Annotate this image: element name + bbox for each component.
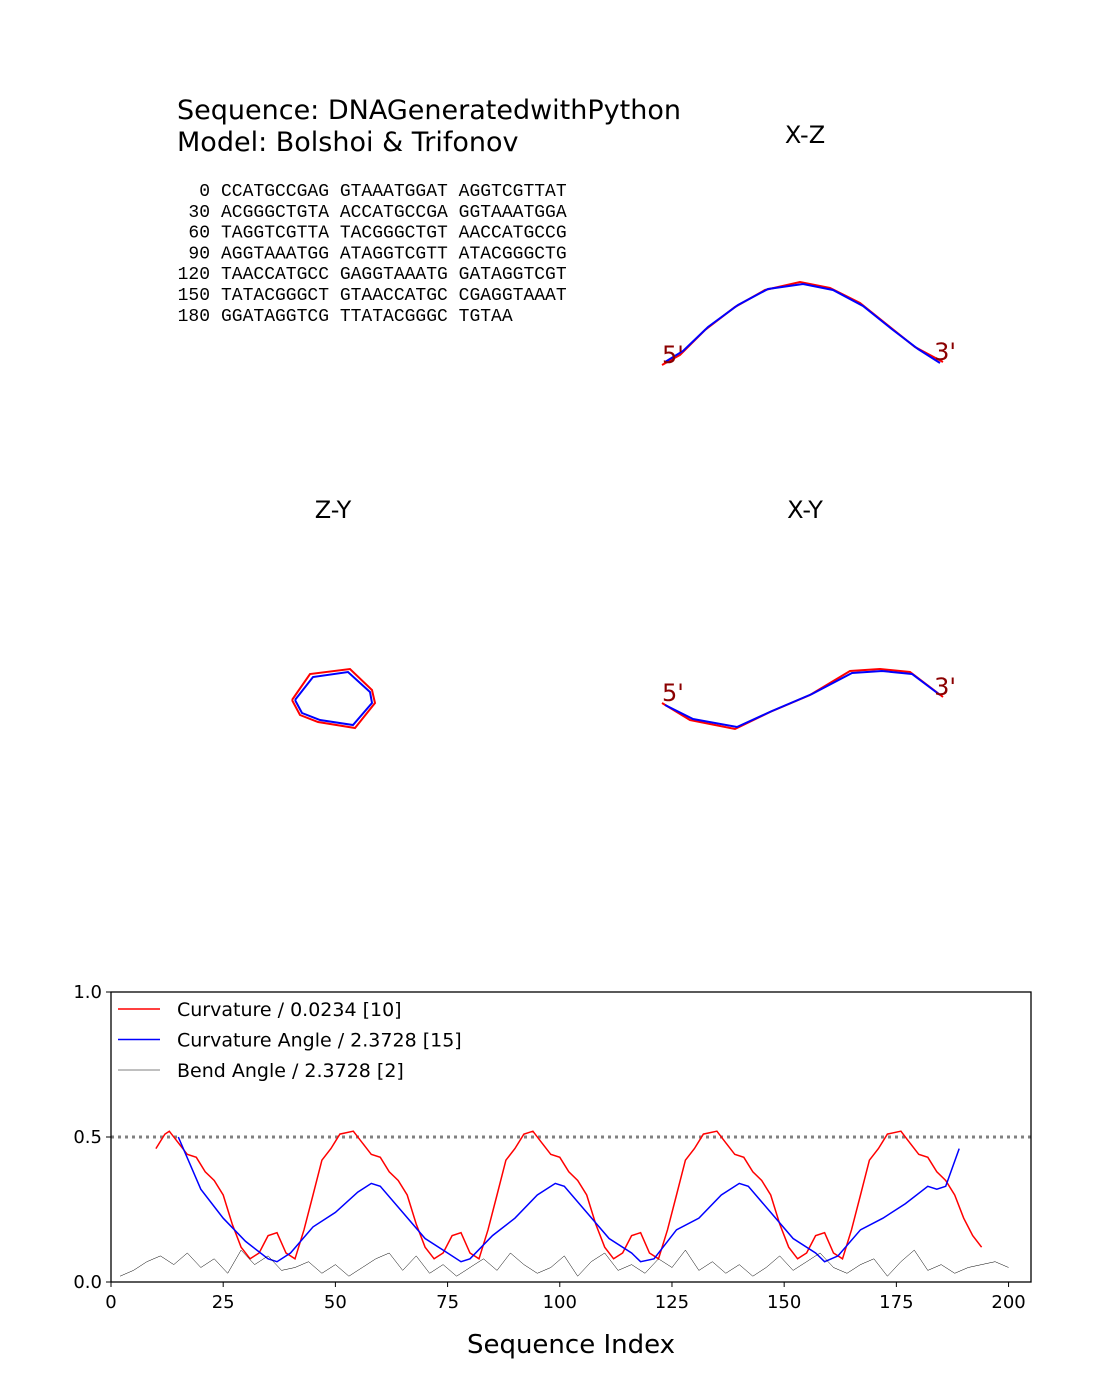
projection-title: X-Z: [785, 121, 825, 149]
strand-line: [291, 667, 377, 730]
projection-title: X-Y: [787, 496, 823, 524]
sequence-index: 60: [188, 224, 210, 244]
x-tick-label: 0: [105, 1292, 116, 1313]
x-tick-label: 25: [212, 1292, 235, 1313]
strand-line: [664, 669, 941, 729]
sequence-index: 180: [178, 307, 210, 327]
sequence-text: CCATGCCGAG GTAAATGGAT AGGTCGTTAT: [221, 182, 567, 202]
x-tick-label: 75: [436, 1292, 459, 1313]
series-line: [177, 1136, 960, 1263]
x-tick-label: 50: [324, 1292, 347, 1313]
sequence-text: AGGTAAATGG ATAGGTCGTT ATACGGGCTG: [221, 244, 567, 264]
strand-line: [294, 670, 374, 727]
y-tick-label: 1.0: [73, 982, 102, 1003]
y-tick-label: 0.0: [73, 1272, 102, 1293]
series-line: [155, 1130, 983, 1260]
x-tick-label: 150: [767, 1292, 801, 1313]
sequence-text: TAACCATGCC GAGGTAAATG GATAGGTCGT: [221, 265, 567, 285]
plot-frame: [110, 991, 1032, 1283]
sequence-text: ACGGGCTGTA ACCATGCCGA GGTAAATGGA: [221, 203, 567, 223]
three-prime-label: 3': [934, 338, 956, 366]
x-tick-label: 100: [543, 1292, 577, 1313]
series-line: [119, 1249, 1009, 1277]
model-title: Model: Bolshoi & Trifonov: [177, 127, 518, 158]
legend-label: Curvature Angle / 2.3728 [15]: [177, 1030, 462, 1052]
x-tick-label: 175: [879, 1292, 913, 1313]
sequence-title: Sequence: DNAGeneratedwithPython: [177, 95, 681, 126]
sequence-index: 120: [178, 265, 210, 285]
x-axis-label: Sequence Index: [467, 1330, 675, 1360]
projection-title: Z-Y: [315, 496, 352, 524]
strand-line: [664, 282, 941, 364]
sequence-index: 30: [188, 203, 210, 223]
five-prime-label: 5': [662, 679, 684, 707]
sequence-text: TATACGGGCT GTAACCATGC CGAGGTAAAT: [221, 286, 567, 306]
legend-label: Curvature / 0.0234 [10]: [177, 999, 402, 1021]
sequence-index: 0: [199, 182, 210, 202]
strand-line: [661, 280, 944, 366]
x-tick-label: 125: [655, 1292, 689, 1313]
sequence-index: 90: [188, 244, 210, 264]
sequence-text: TAGGTCGTTA TACGGGCTGT AACCATGCCG: [221, 224, 567, 244]
legend-label: Bend Angle / 2.3728 [2]: [177, 1060, 404, 1082]
three-prime-label: 3': [934, 673, 956, 701]
sequence-index: 150: [178, 286, 210, 306]
x-tick-label: 200: [991, 1292, 1025, 1313]
sequence-text: GGATAGGTCG TTATACGGGC TGTAA: [221, 307, 513, 327]
five-prime-label: 5': [662, 341, 684, 369]
y-tick-label: 0.5: [73, 1127, 102, 1148]
